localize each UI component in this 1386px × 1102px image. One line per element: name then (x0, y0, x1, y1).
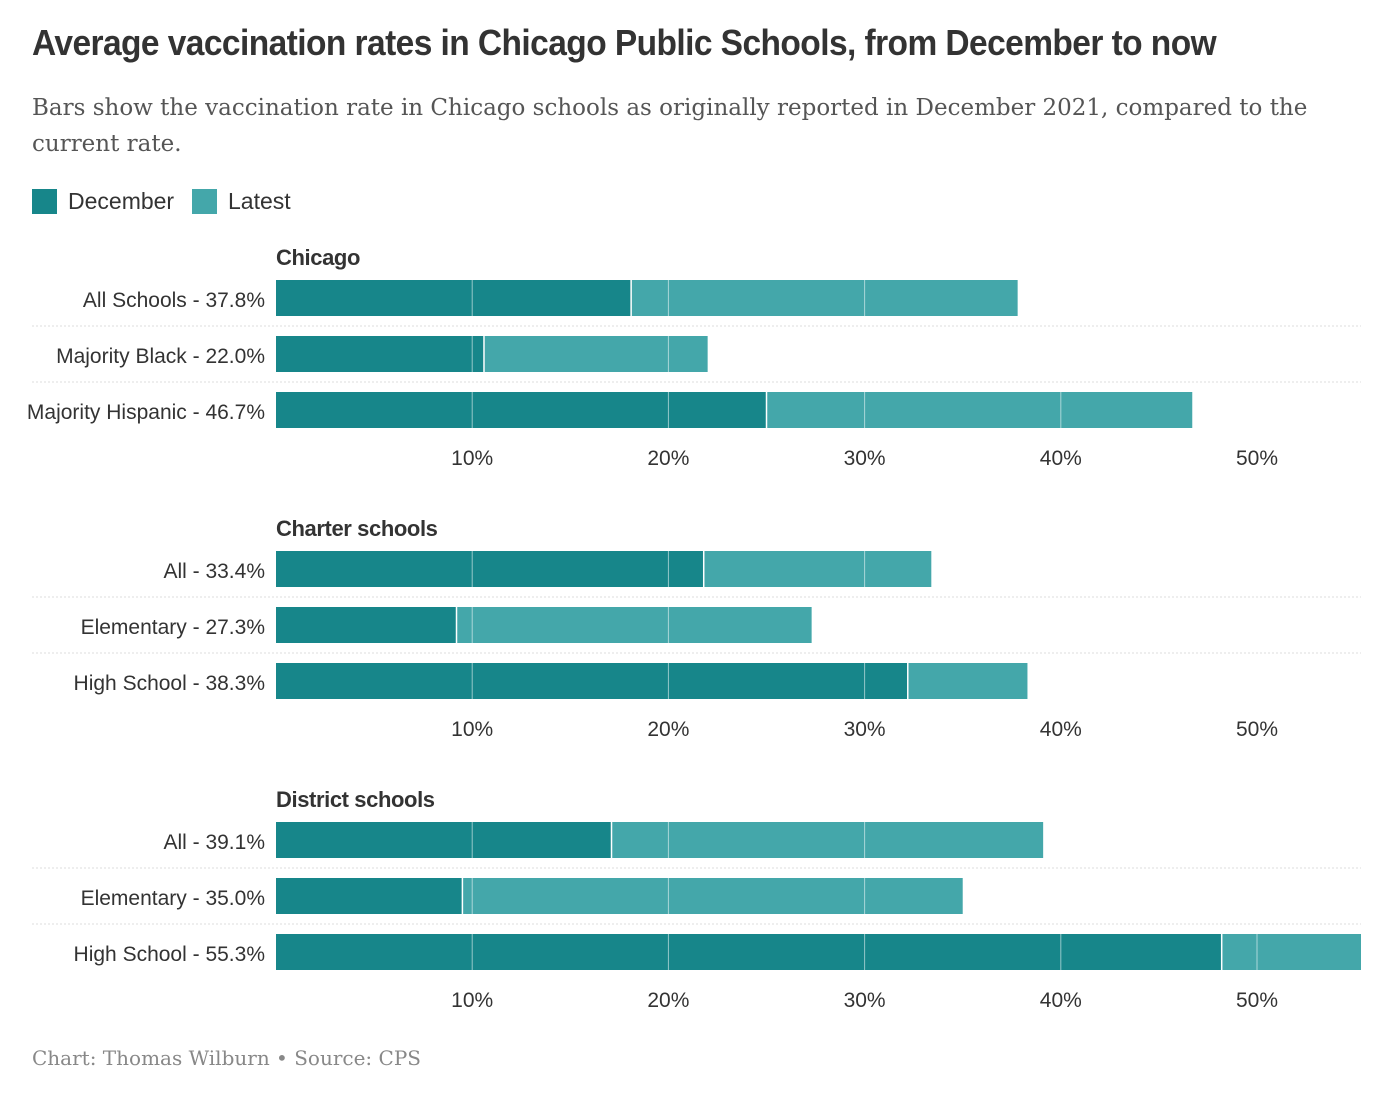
bar-december (276, 878, 463, 914)
legend-label-december: December (68, 188, 175, 214)
tick-label: 10% (451, 989, 493, 1012)
tick-label: 50% (1236, 989, 1278, 1012)
tick-label: 40% (1040, 447, 1082, 470)
panel-title-chicago: Chicago (276, 245, 360, 270)
bar-december (276, 822, 612, 858)
bar-december (276, 280, 632, 316)
panel-title-district-schools: District schools (276, 787, 435, 812)
tick-label: 50% (1236, 718, 1278, 741)
chart-credit: Chart: Thomas Wilburn • Source: CPS (32, 1046, 421, 1070)
tick-label: 40% (1040, 989, 1082, 1012)
bar-december (276, 607, 457, 643)
bar-december (276, 663, 908, 699)
legend-swatch-latest (192, 189, 217, 214)
tick-label: 20% (647, 989, 689, 1012)
tick-label: 30% (844, 447, 886, 470)
bar-december (276, 392, 767, 428)
bar-december (276, 336, 484, 372)
tick-label: 30% (844, 989, 886, 1012)
tick-label: 10% (451, 447, 493, 470)
panel-title-charter-schools: Charter schools (276, 516, 438, 541)
row-label: All - 39.1% (163, 831, 265, 854)
row-label: High School - 55.3% (74, 943, 265, 966)
chart-title: Average vaccination rates in Chicago Pub… (32, 22, 1217, 63)
chart-subtitle: Bars show the vaccination rate in Chicag… (32, 95, 1308, 157)
row-label: Majority Black - 22.0% (56, 345, 265, 368)
tick-label: 50% (1236, 447, 1278, 470)
row-label: Majority Hispanic - 46.7% (27, 401, 265, 424)
tick-label: 20% (647, 447, 689, 470)
row-label: Elementary - 27.3% (81, 616, 265, 639)
row-label: High School - 38.3% (74, 672, 265, 695)
row-label: All Schools - 37.8% (83, 289, 265, 312)
row-label: Elementary - 35.0% (81, 887, 265, 910)
tick-label: 40% (1040, 718, 1082, 741)
legend-label-latest: Latest (228, 188, 291, 214)
bar-december (276, 551, 704, 587)
row-label: All - 33.4% (163, 560, 265, 583)
bar-december (276, 934, 1222, 970)
legend-swatch-december (32, 189, 57, 214)
tick-label: 10% (451, 718, 493, 741)
tick-label: 20% (647, 718, 689, 741)
tick-label: 30% (844, 718, 886, 741)
